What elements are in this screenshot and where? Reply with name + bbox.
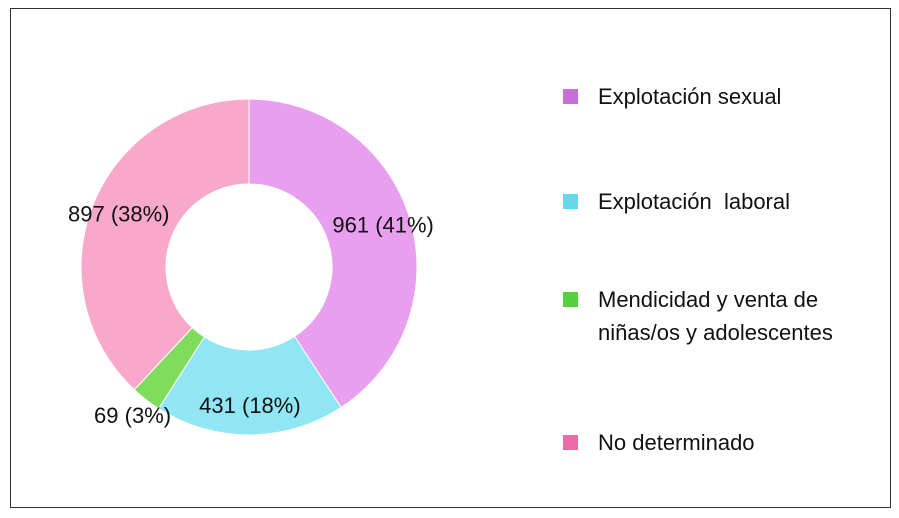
legend-swatch xyxy=(563,435,578,450)
legend-swatch xyxy=(563,194,578,209)
donut-slice xyxy=(157,335,342,436)
chart-frame xyxy=(10,8,891,508)
legend-label: Explotación laboral xyxy=(598,189,791,214)
legend-swatch xyxy=(563,89,578,104)
donut-slice xyxy=(80,98,250,391)
data-label: 961 (41%) xyxy=(332,213,434,238)
legend-label: No determinado xyxy=(598,430,755,455)
data-label: 897 (38%) xyxy=(68,201,170,226)
legend-item: No determinado xyxy=(563,426,863,459)
data-label: 431 (18%) xyxy=(199,393,301,418)
legend-label: Explotación sexual xyxy=(598,84,782,109)
legend-label: Mendicidad y venta de niñas/os y adolesc… xyxy=(598,287,833,345)
donut-slice xyxy=(248,98,418,409)
legend-item: Mendicidad y venta de niñas/os y adolesc… xyxy=(563,283,863,349)
data-label: 69 (3%) xyxy=(94,403,171,428)
legend-item: Explotación laboral xyxy=(563,185,863,218)
legend-item: Explotación sexual xyxy=(563,80,863,113)
legend-swatch xyxy=(563,292,578,307)
